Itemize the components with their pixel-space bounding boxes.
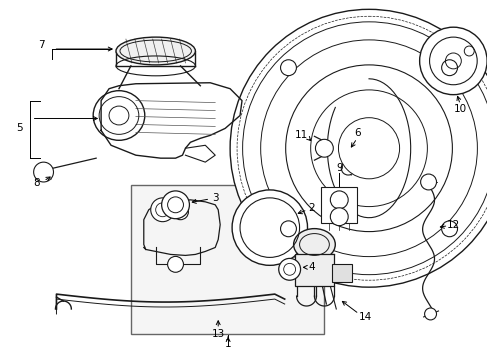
Circle shape bbox=[424, 308, 436, 320]
Text: 8: 8 bbox=[33, 178, 40, 188]
Text: 2: 2 bbox=[307, 203, 314, 213]
Ellipse shape bbox=[116, 37, 195, 65]
Text: 13: 13 bbox=[211, 329, 224, 339]
Circle shape bbox=[419, 27, 486, 95]
Circle shape bbox=[230, 9, 488, 287]
Bar bbox=[131, 185, 324, 334]
Text: 10: 10 bbox=[453, 104, 466, 113]
Text: 1: 1 bbox=[224, 339, 231, 349]
Circle shape bbox=[172, 204, 188, 220]
Circle shape bbox=[278, 258, 300, 280]
Ellipse shape bbox=[293, 229, 335, 260]
Ellipse shape bbox=[93, 91, 144, 140]
Circle shape bbox=[330, 208, 347, 226]
Circle shape bbox=[441, 60, 457, 76]
Text: 5: 5 bbox=[17, 123, 23, 134]
Circle shape bbox=[162, 191, 189, 219]
Circle shape bbox=[34, 162, 53, 182]
Bar bbox=[332, 264, 351, 282]
Circle shape bbox=[330, 191, 347, 209]
Circle shape bbox=[420, 174, 436, 190]
Circle shape bbox=[341, 161, 354, 175]
Text: 14: 14 bbox=[358, 312, 371, 322]
Bar bbox=[294, 255, 334, 286]
Text: 6: 6 bbox=[353, 129, 360, 138]
Circle shape bbox=[315, 139, 333, 157]
Text: 4: 4 bbox=[307, 262, 314, 272]
Circle shape bbox=[167, 256, 183, 272]
Bar bbox=[321, 187, 356, 223]
Text: 7: 7 bbox=[38, 40, 45, 50]
Text: 9: 9 bbox=[335, 163, 342, 173]
Circle shape bbox=[280, 60, 296, 76]
Circle shape bbox=[441, 221, 457, 237]
Circle shape bbox=[280, 221, 296, 237]
Text: 12: 12 bbox=[446, 220, 459, 230]
Circle shape bbox=[232, 190, 307, 265]
Text: 11: 11 bbox=[294, 130, 307, 140]
Circle shape bbox=[150, 198, 174, 222]
Circle shape bbox=[338, 118, 399, 179]
Text: 3: 3 bbox=[211, 193, 218, 203]
